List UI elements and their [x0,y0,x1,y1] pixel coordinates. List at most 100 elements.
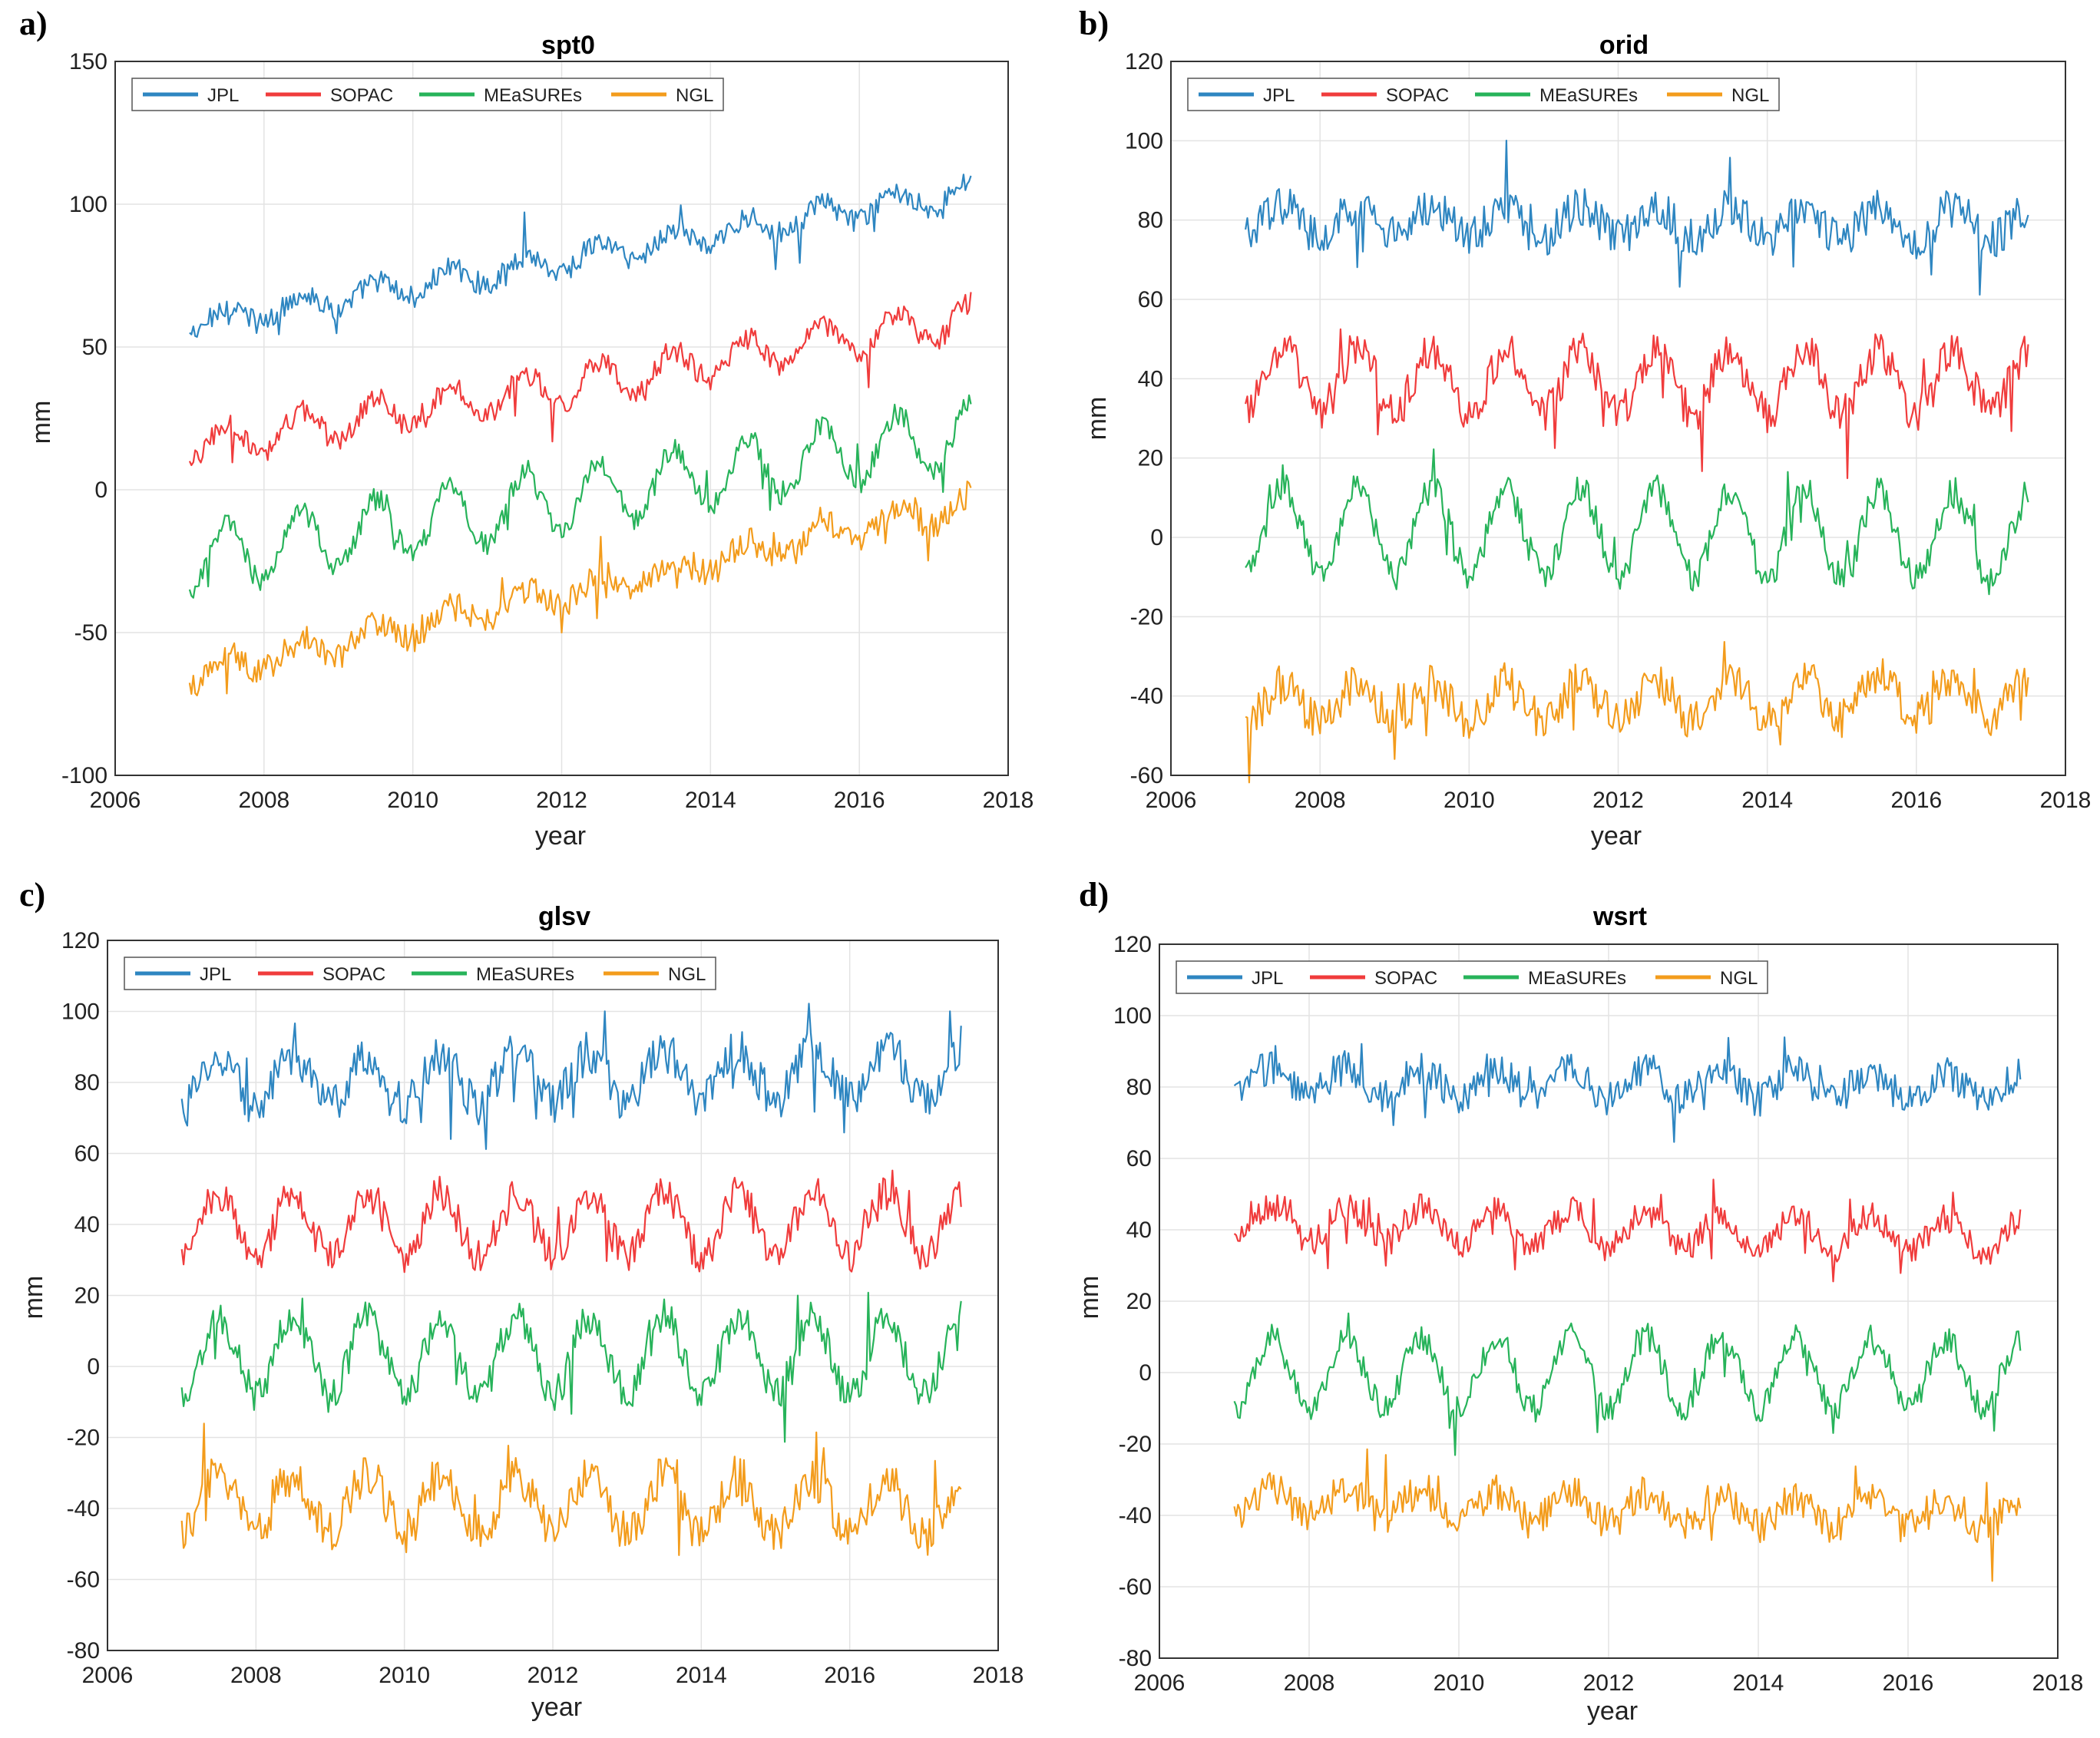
y-tick-label: 20 [1126,1289,1152,1314]
series-line-sopac [1245,328,2029,480]
x-tick-label: 2008 [238,788,289,813]
series-line-jpl [180,1003,962,1151]
y-tick-label: 50 [82,335,107,360]
legend: JPL SOPAC MEaSUREs NGL [1187,78,1780,111]
x-tick-label: 2006 [82,1663,134,1688]
series-line-ngl [180,1422,962,1557]
x-tick-label: 2018 [2032,1670,2084,1696]
panel-b: b) orid year mm 2006 2008 2010 2012 2014 2016… [1079,5,2091,851]
y-tick-label: 100 [61,1000,100,1025]
y-tick-label: -40 [1130,684,1163,709]
y-tick-label: 100 [1113,1003,1152,1029]
y-tick-label: -80 [67,1638,100,1664]
legend-label-sopac: SOPAC [1374,968,1437,989]
panel-letter: c) [19,876,45,914]
y-axis-label: mm [19,1276,48,1320]
y-tick-label: 120 [1125,49,1163,74]
panel-letter: d) [1079,876,1109,914]
y-tick-label: 100 [69,192,107,217]
legend-label-ngl: NGL [1720,968,1758,989]
x-tick-label: 2016 [1890,788,1942,813]
legend-label-jpl: JPL [1252,968,1283,989]
y-tick-label: 120 [61,928,100,953]
x-tick-label: 2008 [1295,788,1346,813]
chart-title: orid [1599,31,1649,60]
y-tick-label: -100 [61,763,107,788]
series-line-ngl [188,480,972,697]
y-tick-label: -60 [67,1568,100,1593]
chart-title: spt0 [541,31,595,60]
series-line-sopac [188,292,972,467]
panel-d: d) wsrt year mm 2006 2008 2010 2012 2014 2016… [1075,876,2083,1726]
x-tick-label: 2010 [1434,1670,1485,1696]
legend-label-jpl: JPL [1263,85,1295,106]
y-tick-label: -60 [1119,1574,1152,1600]
series-line-jpl [1233,1036,2022,1143]
y-axis-label: mm [27,401,56,444]
x-tick-label: 2010 [1444,788,1495,813]
y-tick-label: -40 [67,1496,100,1522]
plot-area: 2006 2008 2010 2012 2014 2016 2018 -100 -50 0 50 10… [61,49,1033,813]
series-line-jpl [189,173,972,338]
x-axis-label: year [1587,1697,1638,1726]
y-tick-label: -60 [1130,763,1163,788]
x-tick-label: 2014 [676,1663,727,1688]
y-tick-label: 40 [1138,366,1163,392]
x-tick-label: 2012 [1592,788,1644,813]
x-tick-label: 2018 [2040,788,2092,813]
series-line-measures [180,1291,962,1443]
y-tick-label: 40 [1126,1218,1152,1243]
y-tick-label: 0 [94,477,107,503]
y-tick-label: -20 [1119,1432,1152,1457]
legend-label-ngl: NGL [1731,85,1769,106]
legend: JPL SOPAC MEaSUREs NGL [124,957,716,990]
series-line-jpl [1245,140,2029,296]
x-tick-label: 2008 [1284,1670,1335,1696]
y-tick-label: 0 [1150,525,1163,550]
chart-title: wsrt [1592,902,1647,931]
legend-label-sopac: SOPAC [322,964,385,985]
x-tick-label: 2008 [230,1663,282,1688]
legend-label-sopac: SOPAC [1386,85,1449,106]
axes-frame [1170,61,2066,776]
panel-letter: a) [19,5,48,42]
y-tick-label: 0 [87,1354,100,1379]
y-tick-label: 80 [1138,208,1163,233]
plot-area: 2006 2008 2010 2012 2014 2016 2018 -80 -60 -40 -20… [1113,932,2083,1696]
y-axis-label: mm [1083,397,1112,441]
y-tick-label: 60 [1126,1146,1152,1171]
legend-label-sopac: SOPAC [330,85,393,106]
x-tick-label: 2010 [379,1663,430,1688]
x-tick-label: 2006 [1146,788,1197,813]
y-tick-label: -40 [1119,1503,1152,1528]
x-tick-label: 2016 [1883,1670,1934,1696]
chart-title: glsv [538,902,590,931]
panel-a: a) spt0 year mm 2006 2008 2010 2012 2014 2016… [19,5,1033,851]
series-line-measures [188,394,972,599]
x-tick-label: 2012 [536,788,587,813]
x-tick-label: 2018 [973,1663,1024,1688]
y-tick-label: -50 [74,620,107,646]
x-tick-label: 2006 [1134,1670,1186,1696]
axes-frame [107,940,999,1651]
series-line-measures [1233,1312,2022,1456]
x-tick-label: 2010 [387,788,438,813]
legend-label-measures: MEaSUREs [1539,85,1638,106]
y-tick-label: 100 [1125,128,1163,154]
panel-letter: b) [1079,5,1109,42]
axes-frame [114,61,1009,776]
y-tick-label: 60 [1138,287,1163,312]
legend-label-jpl: JPL [207,85,239,106]
x-tick-label: 2016 [834,788,885,813]
series-line-sopac [180,1169,962,1274]
legend: JPL SOPAC MEaSUREs NGL [1176,960,1768,994]
y-tick-label: -80 [1119,1646,1152,1671]
y-tick-label: 40 [74,1212,100,1237]
series-line-ngl [1233,1448,2022,1582]
y-tick-label: 20 [74,1284,100,1309]
y-tick-label: 80 [1126,1075,1152,1100]
x-axis-label: year [1591,821,1642,851]
axes-frame [1159,943,2059,1659]
y-tick-label: -20 [1130,604,1163,629]
legend: JPL SOPAC MEaSUREs NGL [131,78,724,111]
